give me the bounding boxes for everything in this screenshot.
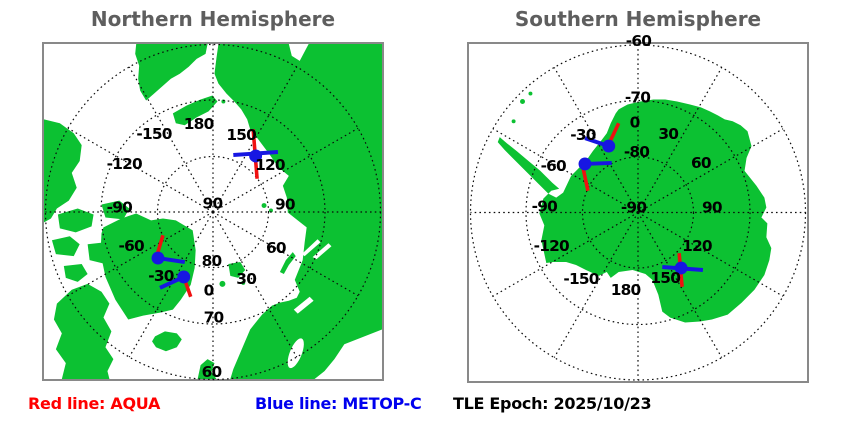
inland-water-layer: [282, 224, 332, 369]
graticule-label: 120: [682, 237, 712, 255]
land-svalbard: [228, 262, 246, 278]
graticule-label: -60: [119, 237, 144, 255]
land-south-shetland-islet-3: [528, 91, 533, 96]
graticule-label: -90: [532, 198, 557, 216]
land-svalbard-islet-2: [241, 280, 246, 285]
land-severnaya-islet-1: [261, 203, 267, 209]
graticule-label: 120: [255, 156, 285, 174]
satellite-position-dot: [602, 139, 616, 153]
graticule-label: 80: [202, 252, 222, 270]
land-alaska-band: [172, 95, 218, 126]
land-canadian-island-2: [101, 200, 130, 220]
satellite-position-dot: [151, 251, 165, 265]
graticule-label: -150: [136, 125, 171, 143]
ob-gulf-2: [312, 243, 332, 260]
latitude-ring: [156, 155, 270, 269]
graticule-label-layer: 180 -150 150 -120 120 -90 90 90 -60 60 80 -30 30 0 70 6…: [107, 115, 296, 381]
ob-gulf-1: [301, 239, 321, 257]
latitude-ring: [525, 99, 751, 326]
graticule-label: -60: [541, 157, 566, 175]
white-sea: [282, 224, 295, 243]
land-greenland: [100, 213, 196, 320]
graticule-label: 90: [275, 196, 295, 214]
graticule-label: 180: [611, 281, 641, 299]
land-britain: [197, 359, 217, 379]
graticule-label: 30: [236, 270, 256, 288]
land-severnaya-islet-2: [268, 208, 273, 213]
latitude-ring: [100, 99, 326, 325]
southern-hemisphere-map: -60 -70 0 30 -30 -80 60 -60 -90 -90 90 -120 120 -150 1…: [467, 32, 809, 383]
landmass-layer-south: [497, 91, 772, 323]
graticule-label: -30: [570, 126, 595, 144]
satellite-position-dot: [578, 157, 592, 171]
satellite-position-dot: [249, 149, 263, 163]
land-iceland: [152, 331, 182, 352]
southern-hemisphere-svg: -60 -70 0 30 -30 -80 60 -60 -90 -90 90 -120 120 -150 1…: [469, 32, 807, 381]
northern-hemisphere-map: 180 -150 150 -120 120 -90 90 90 -60 60 80 -30 30 0 70 6…: [42, 42, 384, 381]
graticule-label: 30: [658, 125, 678, 143]
satellite-position-dot: [177, 270, 191, 284]
land-alaska-left-edge: [44, 119, 82, 223]
graticule-label: -150: [563, 270, 598, 288]
land-south-shetland-islet-2: [511, 119, 516, 124]
graticule-label: -120: [107, 155, 142, 173]
gulf-of-bothnia: [287, 338, 304, 369]
land-russia-siberia: [214, 44, 382, 379]
graticule-label: -90: [621, 199, 646, 217]
land-antarctica: [497, 99, 772, 323]
graticule-label: 180: [184, 115, 214, 133]
landmass-layer-north: [44, 44, 382, 379]
graticule-label: -60: [626, 32, 651, 50]
graticule-label: 60: [691, 154, 711, 172]
satellite-marker-layer: [578, 122, 704, 287]
graticule-label: 60: [202, 363, 222, 381]
legend-blue-line-metop-c: Blue line: METOP-C: [255, 394, 422, 413]
graticule-label: -90: [107, 198, 132, 216]
graticule-label-layer: -60 -70 0 30 -30 -80 60 -60 -90 -90 90 -120 120 -150 1…: [532, 32, 723, 299]
graticule-label: 70: [204, 309, 224, 327]
graticule-label: -120: [534, 237, 569, 255]
northern-hemisphere-title: Northern Hemisphere: [90, 7, 336, 31]
satellite-position-dot: [674, 261, 688, 275]
legend-red-line-aqua: Red line: AQUA: [28, 394, 161, 413]
land-canadian-island-1: [57, 208, 94, 233]
graticule-label: 150: [226, 126, 256, 144]
land-south-shetland-islet-1: [520, 99, 526, 104]
graticule-label: -30: [148, 267, 173, 285]
graticule-label: 150: [650, 269, 680, 287]
land-canadian-island-5: [63, 264, 88, 282]
graticule-layer: [44, 43, 382, 381]
graticule-layer: [469, 44, 807, 381]
graticule-label: 0: [204, 282, 214, 300]
latitude-ring: [581, 156, 695, 269]
graticule-label: -80: [624, 143, 649, 161]
legend-tle-epoch: TLE Epoch: 2025/10/23: [453, 394, 652, 413]
land-canada-mainland: [53, 283, 114, 379]
graticule-label: 90: [203, 195, 223, 213]
land-chukotka: [135, 44, 208, 101]
graticule-label: 60: [266, 239, 286, 257]
southern-hemisphere-title: Southern Hemisphere: [514, 7, 762, 31]
graticule-label: -70: [625, 88, 650, 106]
graticule-label: 0: [630, 113, 640, 131]
satellite-marker-layer: [151, 129, 279, 298]
white-sea-channel: [293, 296, 314, 314]
graticule-label: 90: [702, 199, 722, 217]
land-svalbard-islet-1: [219, 280, 226, 287]
land-canadian-island-3: [51, 236, 80, 257]
northern-hemisphere-svg: 180 -150 150 -120 120 -90 90 90 -60 60 80 -30 30 0 70 6…: [44, 43, 382, 381]
